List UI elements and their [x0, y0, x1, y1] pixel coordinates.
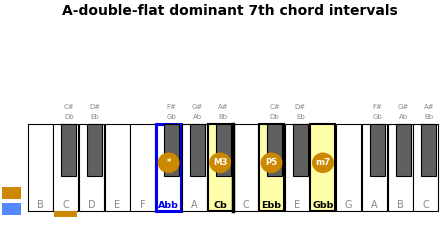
Text: A#: A# — [424, 104, 434, 110]
Text: Eb: Eb — [296, 114, 305, 120]
Bar — [267, 124, 282, 176]
Bar — [293, 124, 308, 176]
Bar — [105, 124, 130, 211]
Text: G: G — [345, 200, 352, 210]
Circle shape — [158, 153, 179, 172]
Text: M3: M3 — [213, 158, 227, 167]
Bar — [53, 124, 78, 211]
Text: P5: P5 — [265, 158, 278, 167]
Bar — [208, 124, 233, 211]
Text: B: B — [37, 200, 44, 210]
Text: E: E — [114, 200, 120, 210]
Bar — [156, 124, 181, 211]
Text: Ab: Ab — [399, 114, 408, 120]
Bar — [422, 124, 436, 176]
Text: Ebb: Ebb — [261, 201, 282, 210]
Bar — [362, 124, 387, 211]
Bar — [336, 124, 361, 211]
Text: D#: D# — [89, 104, 100, 110]
Text: G#: G# — [398, 104, 409, 110]
Bar — [388, 124, 413, 211]
Bar — [28, 124, 52, 211]
Text: G#: G# — [192, 104, 203, 110]
Bar — [182, 124, 207, 211]
Circle shape — [261, 153, 282, 172]
Bar — [164, 124, 179, 176]
Text: basicmusictheory.com: basicmusictheory.com — [9, 75, 14, 141]
Text: B: B — [397, 200, 403, 210]
Text: A: A — [191, 200, 198, 210]
Bar — [370, 124, 385, 176]
Text: C#: C# — [63, 104, 74, 110]
Circle shape — [210, 153, 231, 172]
Text: Db: Db — [64, 114, 73, 120]
Text: D: D — [88, 200, 95, 210]
Text: Gbb: Gbb — [312, 201, 334, 210]
Text: C: C — [422, 200, 429, 210]
Text: *: * — [166, 158, 171, 167]
Text: C: C — [62, 200, 69, 210]
Bar — [285, 124, 310, 211]
Bar — [396, 124, 411, 176]
Text: Cb: Cb — [213, 201, 227, 210]
Text: Eb: Eb — [90, 114, 99, 120]
Text: A: A — [371, 200, 378, 210]
Bar — [311, 124, 335, 211]
Text: Db: Db — [270, 114, 279, 120]
Text: C: C — [242, 200, 249, 210]
Text: Abb: Abb — [158, 201, 179, 210]
Text: m7: m7 — [315, 158, 330, 167]
Bar — [259, 124, 284, 211]
Text: F#: F# — [167, 104, 177, 110]
Text: E: E — [294, 200, 301, 210]
Text: Bb: Bb — [219, 114, 228, 120]
Bar — [2, 202, 21, 215]
Text: F: F — [140, 200, 146, 210]
Text: A-double-flat dominant 7th chord intervals: A-double-flat dominant 7th chord interva… — [62, 4, 398, 18]
Text: Gb: Gb — [167, 114, 176, 120]
Bar — [87, 124, 102, 176]
Bar — [216, 124, 231, 176]
Bar — [233, 124, 258, 211]
Bar — [79, 124, 104, 211]
Text: D#: D# — [295, 104, 306, 110]
Text: C#: C# — [269, 104, 280, 110]
Bar — [190, 124, 205, 176]
Text: Bb: Bb — [424, 114, 433, 120]
Bar — [2, 187, 21, 199]
Text: A#: A# — [218, 104, 228, 110]
Bar — [413, 124, 438, 211]
Bar — [62, 124, 76, 176]
Text: F#: F# — [373, 104, 382, 110]
Text: Gb: Gb — [373, 114, 382, 120]
Circle shape — [313, 153, 333, 172]
Bar — [130, 124, 155, 211]
Text: Ab: Ab — [193, 114, 202, 120]
Bar — [54, 211, 77, 217]
